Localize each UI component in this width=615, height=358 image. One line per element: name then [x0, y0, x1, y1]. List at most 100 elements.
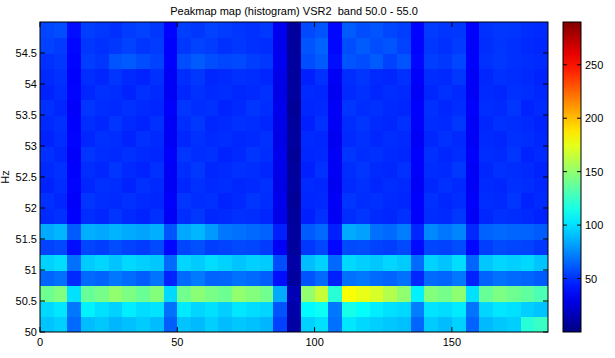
cell	[493, 177, 507, 193]
cell	[205, 224, 219, 240]
cell	[164, 38, 178, 54]
cell	[397, 115, 411, 131]
cell	[273, 301, 287, 317]
colorbar-tick	[577, 64, 581, 65]
cell	[370, 270, 384, 286]
cell	[452, 69, 466, 85]
cell	[315, 239, 329, 255]
cell	[136, 177, 150, 193]
cell	[122, 69, 136, 85]
cell	[232, 239, 246, 255]
cell	[122, 208, 136, 224]
x-tick	[314, 327, 315, 332]
cell	[424, 162, 438, 178]
cell	[438, 317, 452, 333]
colorbar	[563, 22, 581, 332]
cell	[150, 270, 164, 286]
cell	[95, 270, 109, 286]
cell	[67, 38, 81, 54]
cell	[438, 208, 452, 224]
cell	[383, 224, 397, 240]
cell	[150, 224, 164, 240]
x-tick	[40, 22, 41, 27]
cell	[287, 208, 301, 224]
cell	[136, 239, 150, 255]
cell	[95, 177, 109, 193]
cell	[397, 193, 411, 209]
cell	[260, 38, 274, 54]
cell	[232, 286, 246, 302]
cell	[232, 301, 246, 317]
cell	[122, 224, 136, 240]
cell	[122, 38, 136, 54]
cell	[246, 193, 260, 209]
cell	[246, 22, 260, 38]
y-tick-label: 53.5	[16, 109, 37, 121]
cell	[411, 162, 425, 178]
cell	[232, 53, 246, 69]
cell	[493, 69, 507, 85]
cell	[521, 131, 535, 147]
cell	[452, 22, 466, 38]
cell	[260, 131, 274, 147]
cell	[466, 255, 480, 271]
cell	[370, 84, 384, 100]
cell	[40, 53, 54, 69]
cell	[150, 239, 164, 255]
cell	[109, 255, 123, 271]
cell	[246, 69, 260, 85]
cell	[356, 208, 370, 224]
colorbar-tick-label: 250	[585, 59, 603, 71]
cell	[397, 255, 411, 271]
cell	[328, 53, 342, 69]
cell	[342, 131, 356, 147]
cell	[479, 255, 493, 271]
cell	[452, 146, 466, 162]
cell	[424, 317, 438, 333]
cell	[67, 162, 81, 178]
cell	[136, 286, 150, 302]
cell	[150, 38, 164, 54]
cell	[493, 100, 507, 116]
cell	[273, 239, 287, 255]
cell	[136, 22, 150, 38]
cell	[466, 100, 480, 116]
cell	[411, 22, 425, 38]
cell	[466, 286, 480, 302]
cell	[150, 53, 164, 69]
cell	[411, 38, 425, 54]
cell	[397, 270, 411, 286]
y-tick	[543, 239, 548, 240]
cell	[287, 255, 301, 271]
cell	[136, 208, 150, 224]
cell	[232, 193, 246, 209]
y-tick	[40, 53, 45, 54]
cell	[40, 286, 54, 302]
cell	[191, 38, 205, 54]
cell	[67, 53, 81, 69]
cell	[466, 317, 480, 333]
cell	[109, 317, 123, 333]
colorbar-tick	[577, 171, 581, 172]
cell	[342, 224, 356, 240]
cell	[301, 286, 315, 302]
cell	[466, 38, 480, 54]
cell	[150, 22, 164, 38]
cell	[370, 224, 384, 240]
cell	[356, 53, 370, 69]
cell	[534, 100, 548, 116]
cell	[411, 177, 425, 193]
cell	[205, 100, 219, 116]
cell	[328, 100, 342, 116]
cell	[232, 115, 246, 131]
cell	[273, 69, 287, 85]
cell	[342, 255, 356, 271]
cell	[438, 255, 452, 271]
cell	[136, 270, 150, 286]
y-tick	[543, 115, 548, 116]
cell	[191, 146, 205, 162]
cell	[466, 208, 480, 224]
cell	[397, 162, 411, 178]
cell	[81, 22, 95, 38]
cell	[493, 301, 507, 317]
